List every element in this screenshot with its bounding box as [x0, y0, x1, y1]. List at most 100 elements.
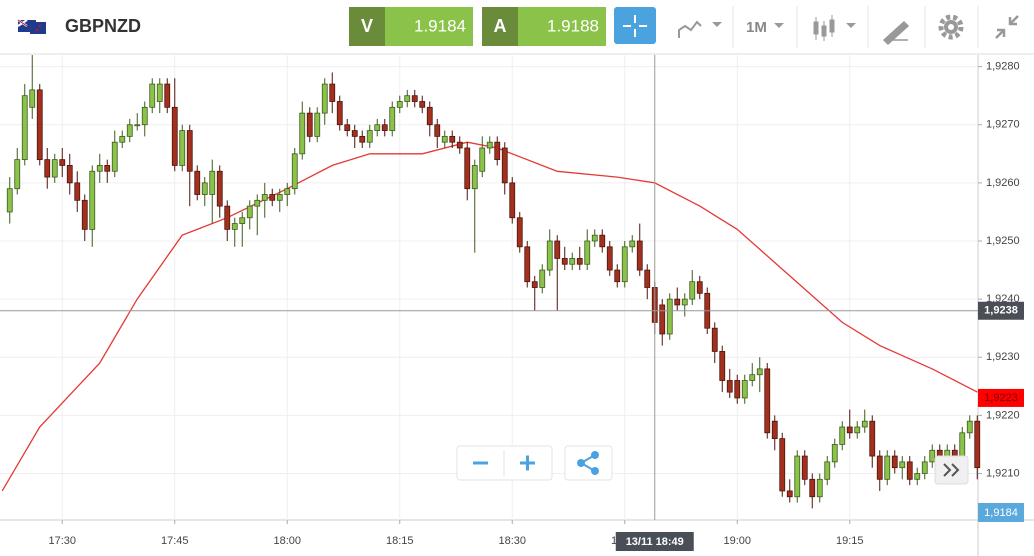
timeframe-button[interactable]: 1M — [746, 19, 784, 36]
candle-body — [411, 95, 418, 102]
candle-body — [576, 258, 583, 265]
candle-body — [389, 106, 396, 131]
candle-body — [104, 165, 111, 172]
y-tick-label: 1,9280 — [986, 61, 1020, 73]
sell-letter: V — [361, 16, 373, 36]
candle-body — [231, 223, 238, 230]
candle-body — [681, 298, 688, 306]
x-tick-label: 17:45 — [161, 535, 189, 547]
draw-button[interactable] — [882, 20, 910, 46]
candle-body — [974, 420, 981, 469]
sell-price: 1.9184 — [414, 16, 466, 35]
candle-body — [269, 194, 276, 201]
candle-body — [779, 438, 786, 492]
candle-body — [359, 135, 366, 143]
price-axis-bg — [978, 55, 1034, 520]
candle-body — [111, 141, 118, 172]
ma-price-label: 1,9223 — [984, 392, 1018, 404]
candle-body — [404, 95, 411, 102]
y-tick-label: 1,9230 — [986, 351, 1020, 363]
candle-body — [816, 478, 823, 498]
candle-body — [351, 130, 358, 137]
candle-body — [434, 124, 441, 137]
candle-body — [854, 426, 861, 434]
candle-style-button[interactable] — [813, 15, 856, 41]
candle-body — [21, 95, 28, 161]
candle-body — [494, 141, 501, 161]
crosshair-button[interactable] — [614, 7, 656, 44]
candle-body — [374, 124, 381, 131]
y-tick-label: 1,9220 — [986, 409, 1020, 421]
sell-button[interactable]: V 1.9184 — [349, 7, 473, 46]
candle-body — [584, 240, 591, 265]
chart-type-button[interactable] — [678, 20, 722, 38]
candle-body — [141, 106, 148, 126]
candle-body — [59, 159, 66, 166]
candle-body — [636, 240, 643, 271]
candle-body — [201, 182, 208, 195]
candle-body — [516, 217, 523, 248]
candle-body — [786, 490, 793, 498]
candle-body — [719, 351, 726, 381]
candle-body — [689, 281, 696, 300]
candle-body — [89, 170, 96, 230]
candle-body — [861, 420, 868, 428]
zoom-controls — [456, 445, 969, 485]
crosshair-price-label: 1,9238 — [984, 305, 1018, 317]
scroll-end-button[interactable] — [934, 455, 969, 485]
candle-body — [959, 432, 966, 457]
crosshair-time-tag — [615, 532, 694, 551]
y-tick-label: 1,9260 — [986, 177, 1020, 189]
candle-body — [254, 199, 261, 207]
candle-body — [426, 106, 433, 126]
candle-body — [66, 165, 73, 184]
candle-body — [884, 455, 891, 480]
candle-body — [569, 258, 576, 265]
candle-body — [906, 461, 913, 480]
candle-body — [14, 159, 21, 190]
candle-body — [276, 194, 283, 201]
candle-body — [171, 106, 178, 166]
y-tick-label: 1,9250 — [986, 235, 1020, 247]
share-button[interactable] — [577, 451, 599, 475]
x-tick-label: 17:30 — [48, 535, 76, 547]
candle-body — [239, 217, 246, 224]
candle-body — [614, 269, 621, 283]
candle-body — [591, 234, 598, 242]
candle-body — [396, 101, 403, 108]
candle-body — [869, 420, 876, 457]
candle-body — [756, 368, 763, 376]
y-tick-label: 1,9210 — [986, 467, 1020, 479]
candle-body — [899, 461, 906, 469]
candle-body — [794, 455, 801, 498]
candle-body — [629, 240, 636, 248]
candle-body — [554, 240, 561, 259]
candle-body — [726, 380, 733, 393]
collapse-button[interactable] — [995, 15, 1019, 39]
candle-body — [876, 455, 883, 480]
candle-body — [329, 83, 336, 102]
candle-body — [696, 281, 703, 294]
candle-body — [471, 165, 478, 190]
settings-button[interactable] — [938, 14, 964, 40]
candle-body — [96, 165, 103, 172]
candle-body — [246, 205, 253, 219]
candle-body — [951, 449, 958, 457]
candle-body — [449, 135, 456, 143]
candle-body — [509, 182, 516, 219]
y-tick-label: 1,9270 — [986, 119, 1020, 131]
candle-body — [741, 380, 748, 399]
candle-body — [929, 449, 936, 463]
candle-body — [126, 124, 133, 137]
timeframe: 1M — [746, 19, 767, 36]
symbol: GBPNZD — [65, 16, 141, 36]
candle-body — [921, 461, 928, 474]
zoom-in-button[interactable] — [520, 455, 535, 471]
candle-body — [306, 112, 313, 137]
candle-body — [51, 159, 58, 178]
buy-button[interactable]: A 1.9188 — [482, 7, 606, 46]
candle-body — [674, 298, 681, 306]
candle-body — [156, 83, 163, 102]
candle-body — [44, 159, 51, 178]
candle-body — [186, 130, 193, 172]
